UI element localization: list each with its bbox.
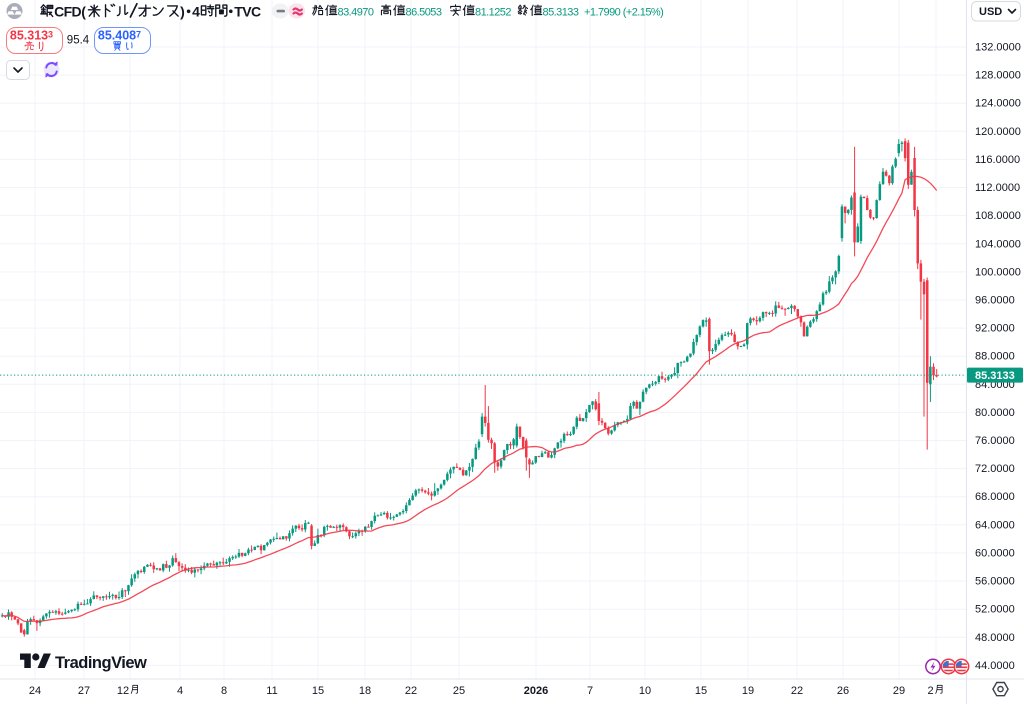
- svg-text:44.0000: 44.0000: [975, 660, 1015, 672]
- svg-text:24: 24: [29, 685, 41, 697]
- svg-text:7: 7: [136, 30, 141, 40]
- svg-text:108.0000: 108.0000: [975, 210, 1021, 222]
- svg-text:124.0000: 124.0000: [975, 98, 1021, 110]
- svg-text:10: 10: [639, 685, 651, 697]
- svg-text:64.0000: 64.0000: [975, 519, 1015, 531]
- svg-text:TVC: TVC: [234, 4, 261, 20]
- svg-text:56.0000: 56.0000: [975, 576, 1015, 588]
- svg-text:26: 26: [837, 685, 849, 697]
- svg-text:116.0000: 116.0000: [975, 154, 1020, 166]
- svg-text:TradingView: TradingView: [55, 654, 147, 672]
- svg-text:95.4: 95.4: [67, 35, 90, 47]
- svg-text:96.0000: 96.0000: [975, 295, 1015, 307]
- svg-text:48.0000: 48.0000: [975, 632, 1015, 644]
- svg-text:85.3133: 85.3133: [975, 370, 1015, 382]
- svg-text:104.0000: 104.0000: [975, 238, 1021, 250]
- svg-text:85.3133: 85.3133: [543, 7, 579, 19]
- svg-text:86.5053: 86.5053: [406, 7, 442, 19]
- svg-text:68.0000: 68.0000: [975, 491, 1015, 503]
- svg-text:18: 18: [359, 685, 371, 697]
- svg-text:52.0000: 52.0000: [975, 604, 1015, 616]
- svg-text:76.0000: 76.0000: [975, 435, 1015, 447]
- svg-text:2: 2: [927, 685, 933, 697]
- svg-text:19: 19: [742, 685, 754, 697]
- svg-text:15: 15: [695, 685, 707, 697]
- svg-text:7: 7: [587, 685, 593, 697]
- svg-text:72.0000: 72.0000: [975, 463, 1015, 475]
- svg-text:22: 22: [405, 685, 417, 697]
- svg-text:85.313: 85.313: [10, 29, 48, 43]
- svg-text:3: 3: [48, 30, 53, 40]
- svg-text:81.1252: 81.1252: [475, 7, 511, 19]
- svg-text:88.0000: 88.0000: [975, 351, 1015, 363]
- svg-text:27: 27: [78, 685, 90, 697]
- svg-text:+1.7990 (+2.15%): +1.7990 (+2.15%): [584, 7, 663, 19]
- svg-text:92.0000: 92.0000: [975, 323, 1015, 335]
- svg-text:CFD: CFD: [54, 4, 81, 20]
- svg-text:): ): [180, 4, 184, 20]
- svg-text:USD: USD: [979, 6, 1002, 18]
- svg-text:85.408: 85.408: [98, 29, 136, 43]
- svg-text:112.0000: 112.0000: [975, 182, 1020, 194]
- svg-text:29: 29: [893, 685, 905, 697]
- svg-text:12: 12: [117, 685, 129, 697]
- svg-text:15: 15: [312, 685, 324, 697]
- svg-text:11: 11: [266, 685, 277, 697]
- svg-text:132.0000: 132.0000: [975, 42, 1021, 54]
- svg-text:(: (: [81, 4, 86, 20]
- svg-text:25: 25: [453, 685, 465, 697]
- svg-text:83.4970: 83.4970: [338, 7, 374, 19]
- svg-text:60.0000: 60.0000: [975, 547, 1015, 559]
- svg-text:128.0000: 128.0000: [975, 70, 1021, 82]
- svg-text:100.0000: 100.0000: [975, 266, 1021, 278]
- svg-text:4: 4: [192, 4, 200, 20]
- svg-text:120.0000: 120.0000: [975, 126, 1021, 138]
- svg-text:2026: 2026: [524, 685, 548, 697]
- svg-text:4: 4: [177, 685, 183, 697]
- svg-text:22: 22: [791, 685, 803, 697]
- svg-text:80.0000: 80.0000: [975, 407, 1015, 419]
- svg-text:8: 8: [221, 685, 227, 697]
